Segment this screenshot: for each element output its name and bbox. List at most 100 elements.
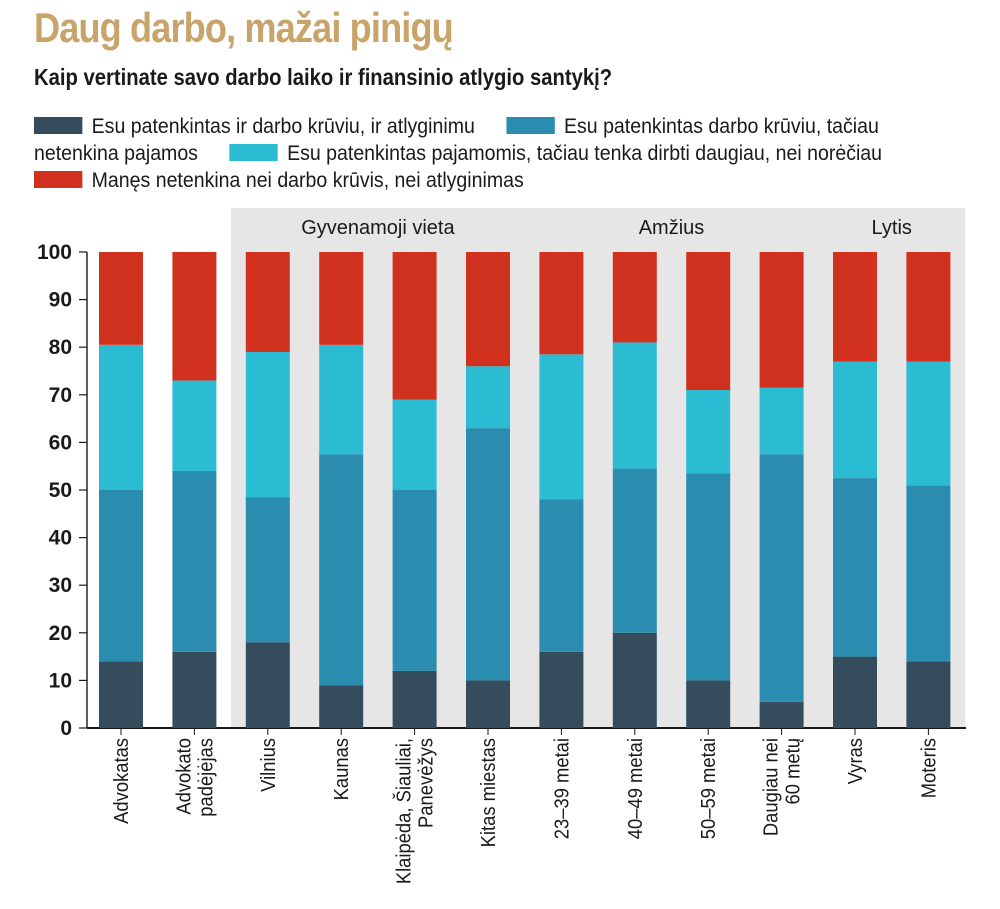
x-tick-label-8: 40–49 metai bbox=[625, 738, 647, 839]
bar-segment-11-series-3 bbox=[833, 361, 877, 479]
x-tick-label-1: Advokatas bbox=[111, 738, 133, 824]
x-tick-label-text-4: Kaunas bbox=[332, 738, 354, 800]
bar-segment-3-series-3 bbox=[245, 351, 290, 498]
x-tick-label-7: 23–39 metai bbox=[552, 738, 574, 839]
bar-segment-7-series-3 bbox=[539, 354, 584, 500]
y-tick-label-100: 100 bbox=[37, 241, 72, 264]
bar-segment-8-series-1 bbox=[612, 632, 657, 728]
bar-segment-1-series-4 bbox=[99, 252, 143, 345]
bar-segment-10-series-1 bbox=[759, 701, 804, 728]
x-tick-label-text-10: Daugiau nei60 metų bbox=[761, 738, 805, 836]
x-tick-label-text-7: 23–39 metai bbox=[552, 738, 574, 839]
y-tick-label-70: 70 bbox=[49, 384, 72, 407]
y-tick-label-80: 80 bbox=[49, 336, 72, 359]
bar-segment-12-series-2 bbox=[906, 485, 951, 662]
legend-swatch-2 bbox=[506, 117, 555, 134]
legend-item-1: Esu patenkintas ir darbo krūviu, ir atly… bbox=[34, 115, 475, 138]
x-tick-label-line: Vilnius bbox=[258, 738, 280, 792]
x-tick-label-line: 40–49 metai bbox=[625, 738, 647, 839]
bar-segment-10-series-3 bbox=[759, 387, 804, 455]
bar-segment-6-series-2 bbox=[466, 428, 510, 681]
bar-segment-9-series-1 bbox=[686, 680, 731, 728]
x-tick-label-6: Kitas miestas bbox=[478, 738, 500, 847]
bar-segment-5-series-3 bbox=[392, 399, 437, 490]
bar-segment-3-series-1 bbox=[245, 642, 290, 728]
bar-segment-7-series-1 bbox=[539, 651, 584, 728]
legend-swatch-3 bbox=[229, 144, 278, 161]
chart-title: Daug darbo, mažai pinigų bbox=[34, 4, 454, 51]
legend-label-2: Esu patenkintas darbo krūviu, tačiau net… bbox=[34, 115, 879, 165]
x-tick-label-text-1: Advokatas bbox=[111, 738, 133, 824]
bar-segment-9-series-4 bbox=[686, 252, 731, 391]
bar-segment-2-series-4 bbox=[172, 252, 217, 381]
bar-segment-5-series-1 bbox=[392, 670, 437, 728]
x-tick-label-5: Klaipėda, Šiauliai,Panevėžys bbox=[393, 738, 438, 884]
bar-segment-6-series-3 bbox=[466, 366, 510, 429]
y-tick-label-40: 40 bbox=[49, 527, 72, 550]
legend-label-1: Esu patenkintas ir darbo krūviu, ir atly… bbox=[91, 115, 475, 138]
x-tick-label-line: 50–59 metai bbox=[699, 738, 721, 839]
x-tick-label-text-8: 40–49 metai bbox=[625, 738, 647, 839]
bar-segment-4-series-3 bbox=[319, 344, 364, 455]
bar-segment-3-series-2 bbox=[245, 497, 290, 643]
x-tick-label-text-3: Vilnius bbox=[258, 738, 280, 792]
bar-segment-1-series-2 bbox=[99, 490, 143, 662]
x-tick-label-9: 50–59 metai bbox=[699, 738, 721, 839]
bar-segment-12-series-4 bbox=[906, 252, 951, 362]
x-tick-label-10: Daugiau nei60 metų bbox=[761, 738, 805, 836]
bar-segment-3-series-4 bbox=[245, 252, 290, 352]
bar-segment-11-series-2 bbox=[833, 478, 877, 657]
bar-segment-7-series-4 bbox=[539, 252, 584, 355]
y-tick-label-0: 0 bbox=[60, 717, 72, 740]
bar-segment-6-series-4 bbox=[466, 252, 510, 367]
bar-segment-2-series-3 bbox=[172, 380, 217, 471]
x-tick-label-line: 60 metų bbox=[783, 738, 805, 804]
legend: Esu patenkintas ir darbo krūviu, ir atly… bbox=[34, 113, 927, 194]
legend-item-4: Manęs netenkina nei darbo krūvis, nei at… bbox=[34, 169, 524, 192]
y-tick-label-90: 90 bbox=[49, 289, 72, 312]
legend-label-3: Esu patenkintas pajamomis, tačiau tenka … bbox=[287, 142, 883, 165]
y-tick-label-10: 10 bbox=[49, 669, 72, 692]
bar-segment-1-series-3 bbox=[99, 344, 143, 490]
x-tick-label-line: Moteris bbox=[919, 738, 941, 798]
bar-segment-7-series-2 bbox=[539, 499, 584, 652]
legend-item-3: Esu patenkintas pajamomis, tačiau tenka … bbox=[229, 142, 882, 165]
x-tick-label-line: Advokato bbox=[174, 738, 196, 815]
x-tick-label-line: Panevėžys bbox=[416, 738, 438, 828]
bar-segment-6-series-1 bbox=[466, 680, 510, 728]
group-label-3: Lytis bbox=[872, 217, 912, 239]
legend-swatch-4 bbox=[34, 171, 83, 188]
x-tick-label-line: Daugiau nei bbox=[761, 738, 783, 836]
x-tick-label-line: Klaipėda, Šiauliai, bbox=[393, 738, 416, 884]
x-tick-label-text-9: 50–59 metai bbox=[699, 738, 721, 839]
bar-segment-10-series-2 bbox=[759, 454, 804, 702]
bar-segment-11-series-1 bbox=[833, 656, 877, 728]
y-tick-label-30: 30 bbox=[49, 574, 72, 597]
x-tick-label-12: Moteris bbox=[919, 738, 941, 798]
group-label-2: Amžius bbox=[639, 217, 705, 239]
bar-segment-9-series-3 bbox=[686, 390, 731, 474]
bar-segment-4-series-1 bbox=[319, 685, 364, 728]
bar-segment-11-series-4 bbox=[833, 252, 877, 362]
x-tick-label-text-11: Vyras bbox=[845, 738, 867, 784]
bar-segment-2-series-1 bbox=[172, 651, 217, 728]
x-tick-label-line: Kaunas bbox=[332, 738, 354, 800]
chart-subtitle: Kaip vertinate savo darbo laiko ir finan… bbox=[34, 64, 613, 90]
x-tick-label-text-6: Kitas miestas bbox=[478, 738, 500, 847]
x-tick-label-text-5: Klaipėda, Šiauliai,Panevėžys bbox=[393, 738, 438, 884]
legend-item-2: Esu patenkintas darbo krūviu, tačiau net… bbox=[34, 115, 879, 165]
x-tick-label-text-12: Moteris bbox=[919, 738, 941, 798]
x-tick-label-2: Advokatopadėjėjas bbox=[174, 738, 218, 817]
y-tick-label-60: 60 bbox=[49, 431, 72, 454]
bar-segment-4-series-4 bbox=[319, 252, 364, 345]
legend-swatch-1 bbox=[34, 117, 83, 134]
x-tick-label-line: Advokatas bbox=[111, 738, 133, 824]
x-tick-label-line: padėjėjas bbox=[196, 738, 218, 817]
x-tick-label-text-2: Advokatopadėjėjas bbox=[174, 738, 218, 817]
bar-segment-12-series-3 bbox=[906, 361, 951, 486]
bar-segment-9-series-2 bbox=[686, 473, 731, 681]
bar-segment-5-series-4 bbox=[392, 252, 437, 400]
bar-segment-8-series-4 bbox=[612, 252, 657, 343]
x-tick-label-3: Vilnius bbox=[258, 738, 280, 792]
